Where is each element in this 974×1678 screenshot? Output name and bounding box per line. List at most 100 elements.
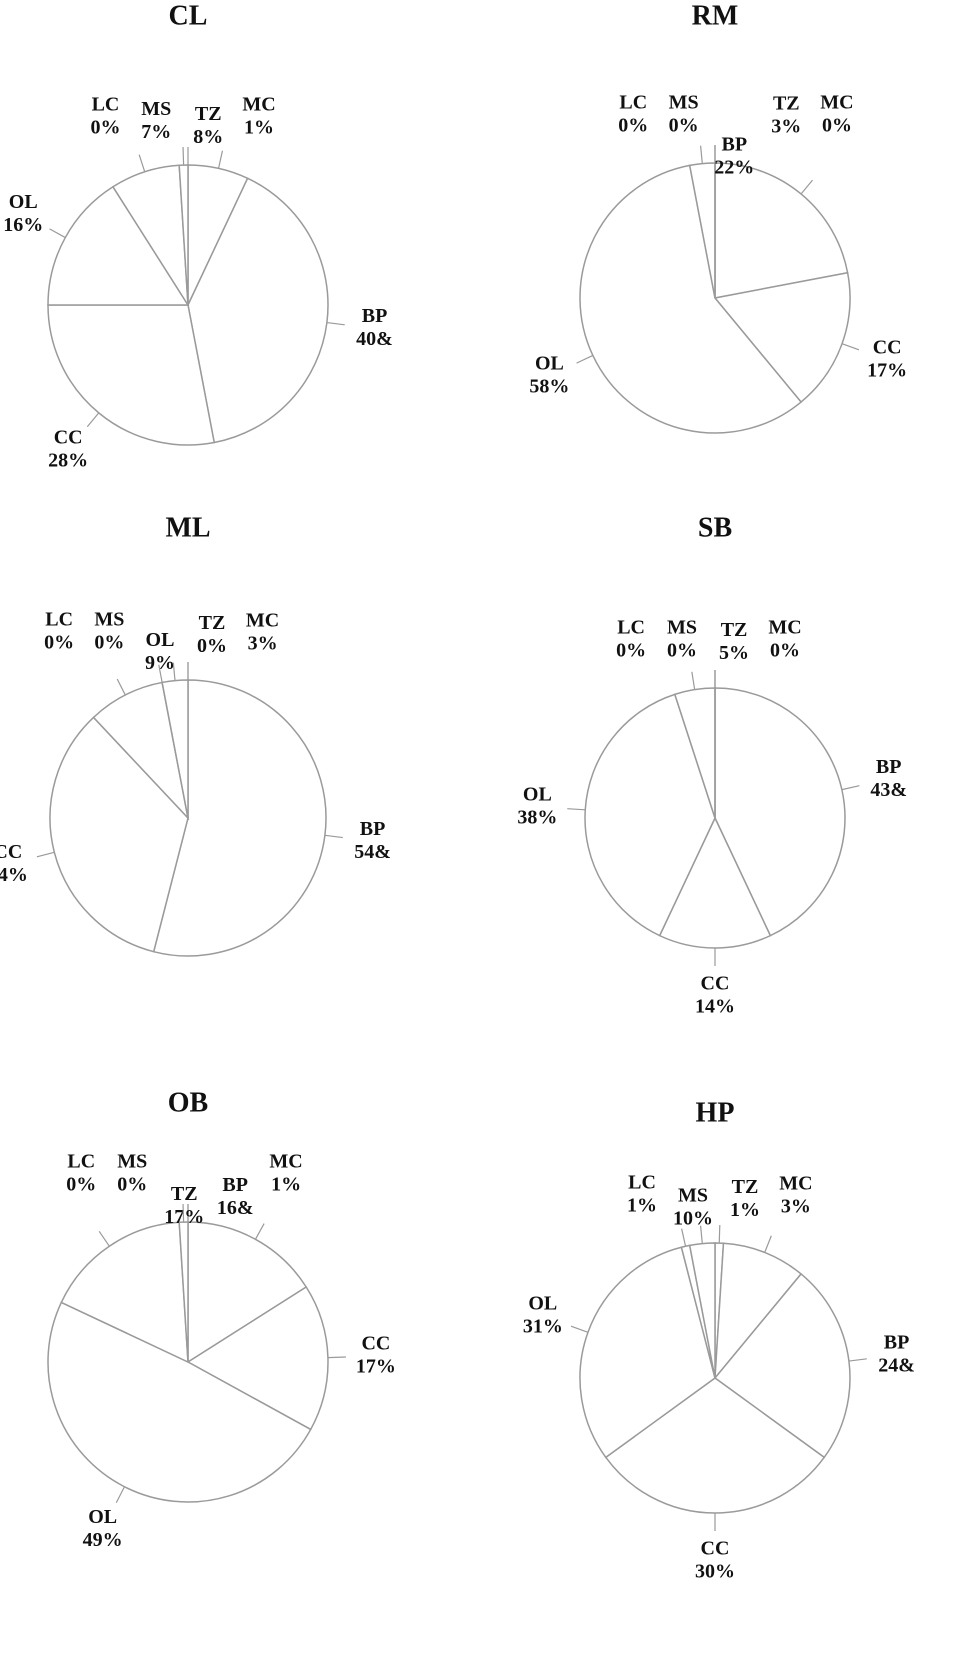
- slice-label: LC: [619, 92, 647, 114]
- slice-value-label: 0%: [66, 1174, 96, 1196]
- slice-label: OL: [9, 191, 38, 213]
- slice-value-label: 0%: [669, 115, 699, 137]
- leader-line: [116, 678, 126, 696]
- chart-title: ML: [165, 512, 210, 543]
- slice-label: MC: [820, 92, 853, 114]
- slice-value-label: 17%: [867, 360, 907, 382]
- slice-value-label: 49%: [83, 1529, 123, 1551]
- slice-value-label: 1%: [730, 1199, 760, 1221]
- leader-line: [681, 1228, 687, 1247]
- chart-title: HP: [696, 1097, 735, 1128]
- slice-value-label: 0%: [197, 635, 227, 657]
- slice-value-label: 38%: [517, 806, 557, 828]
- leader-line: [158, 664, 163, 683]
- pie-slice: [187, 1221, 308, 1364]
- slice-value-label: 10%: [673, 1207, 713, 1229]
- leader-line: [570, 1325, 589, 1333]
- leader-line: [326, 321, 345, 326]
- slice-value-label: 0%: [618, 115, 648, 137]
- slice-label: CC: [361, 1333, 390, 1355]
- slice-label: MC: [779, 1172, 812, 1194]
- slice-value-label: 14%: [695, 996, 735, 1018]
- leader-line: [841, 343, 860, 351]
- leader-line: [115, 1486, 125, 1504]
- slice-value-label: 31%: [523, 1316, 563, 1338]
- slice-value-label: 3%: [248, 632, 278, 654]
- slice-label: BP: [360, 818, 386, 840]
- slice-label: MC: [242, 94, 275, 116]
- slice-label: BP: [362, 305, 388, 327]
- slice-label: BP: [222, 1174, 248, 1196]
- slice-value-label: 43&: [870, 779, 907, 801]
- leader-line: [86, 412, 100, 428]
- slice-value-label: 34%: [0, 864, 28, 886]
- leader-line: [718, 1225, 721, 1244]
- slice-label: MS: [117, 1151, 147, 1173]
- slice-value-label: 28%: [48, 449, 88, 471]
- leader-line: [172, 662, 176, 681]
- slice-label: CC: [54, 426, 83, 448]
- chart-title: SB: [698, 512, 732, 543]
- leader-line: [700, 145, 703, 164]
- slice-label: OL: [535, 353, 564, 375]
- slice-label: CC: [0, 841, 22, 863]
- slice-label: TZ: [195, 103, 222, 125]
- leader-line: [848, 1358, 867, 1362]
- pie-slice: [584, 693, 716, 937]
- slice-value-label: 58%: [529, 376, 569, 398]
- chart-title: CL: [169, 0, 208, 31]
- leader-line: [36, 851, 55, 858]
- slice-value-label: 17%: [164, 1206, 204, 1228]
- slice-label: LC: [92, 94, 120, 116]
- slice-value-label: 1%: [244, 117, 274, 139]
- slice-label: BP: [884, 1332, 910, 1354]
- leader-line: [691, 671, 696, 690]
- slice-label: TZ: [199, 612, 226, 634]
- pie-slice: [47, 304, 216, 446]
- slice-value-label: 0%: [44, 632, 74, 654]
- pie-slice: [714, 1242, 803, 1381]
- slice-label: MS: [678, 1184, 708, 1206]
- pie-slice: [714, 687, 846, 937]
- leader-line: [841, 785, 860, 791]
- leader-line: [576, 354, 594, 364]
- slice-value-label: 24&: [878, 1355, 915, 1377]
- leader-line: [217, 150, 224, 169]
- pie-slice: [579, 164, 803, 434]
- slice-value-label: 22%: [714, 157, 754, 179]
- slice-value-label: 0%: [770, 640, 800, 662]
- slice-label: CC: [701, 973, 730, 995]
- slice-label: TZ: [732, 1176, 759, 1198]
- slice-label: MS: [667, 617, 697, 639]
- slice-value-label: 9%: [145, 652, 175, 674]
- slice-label: OL: [523, 783, 552, 805]
- slice-value-label: 0%: [94, 632, 124, 654]
- slice-value-label: 1%: [271, 1174, 301, 1196]
- leader-line: [138, 154, 146, 173]
- slice-label: TZ: [171, 1183, 198, 1205]
- leader-line: [49, 228, 66, 239]
- slice-label: OL: [528, 1293, 557, 1315]
- slice-value-label: 8%: [193, 126, 223, 148]
- chart-title: RM: [692, 0, 739, 31]
- leader-line: [254, 1223, 265, 1240]
- slice-label: MC: [768, 617, 801, 639]
- slice-label: LC: [617, 617, 645, 639]
- slice-value-label: 3%: [771, 115, 801, 137]
- slice-value-label: 1%: [627, 1195, 657, 1217]
- slice-value-label: 0%: [90, 117, 120, 139]
- chart-title: OB: [168, 1087, 208, 1118]
- pie-slice: [47, 185, 190, 306]
- slice-label: MS: [669, 92, 699, 114]
- slice-label: LC: [45, 609, 73, 631]
- slice-value-label: 54&: [354, 841, 391, 863]
- slice-value-label: 16&: [217, 1197, 254, 1219]
- leader-line: [764, 1235, 772, 1253]
- slice-value-label: 30%: [695, 1561, 735, 1583]
- pie-slice: [60, 1221, 189, 1364]
- slice-label: MC: [269, 1151, 302, 1173]
- slice-value-label: 40&: [356, 328, 393, 350]
- slice-label: BP: [722, 134, 748, 156]
- pie-slice: [658, 816, 772, 949]
